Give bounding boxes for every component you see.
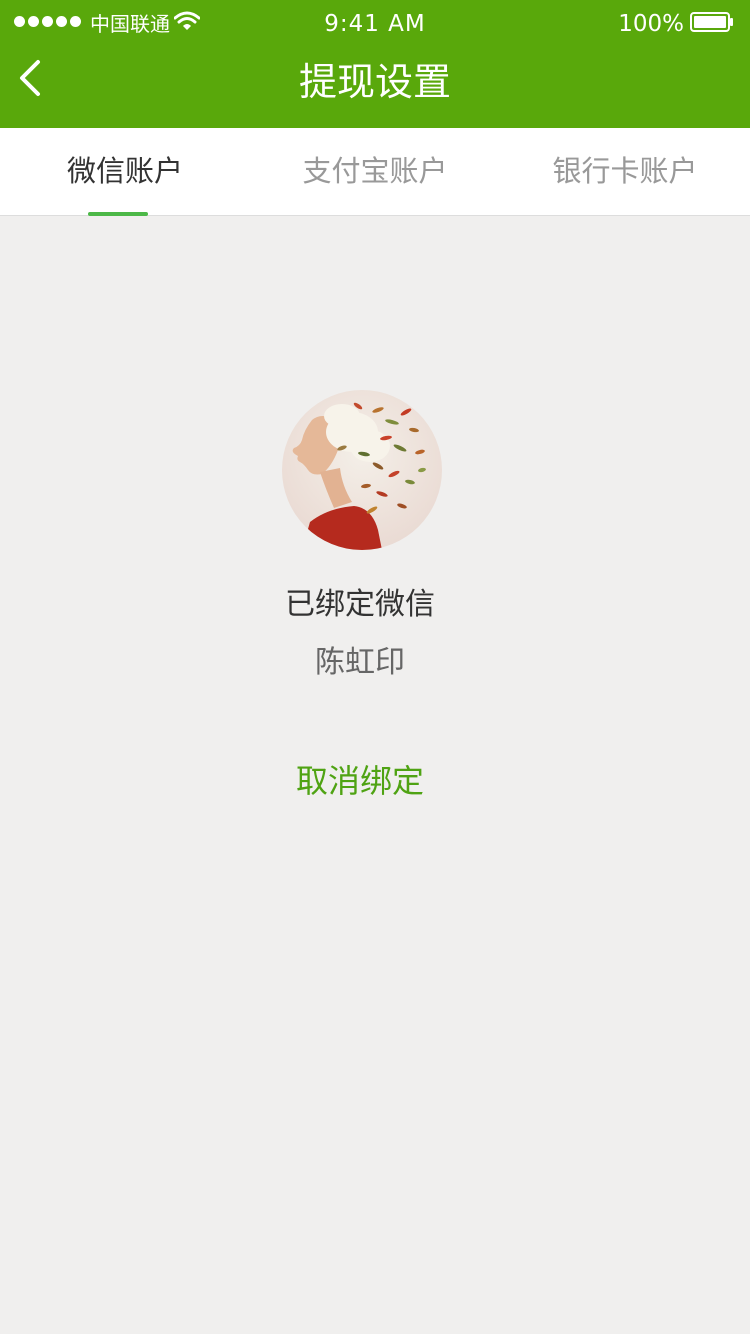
wifi-icon	[174, 11, 200, 30]
tab-label: 微信账户	[66, 154, 183, 188]
avatar	[282, 390, 442, 550]
back-button[interactable]	[10, 56, 54, 104]
signal-dots-icon	[14, 16, 81, 27]
tab-label: 银行卡账户	[552, 154, 698, 188]
account-tabs: 微信账户 支付宝账户 银行卡账户	[0, 128, 750, 216]
carrier-label: 中国联通	[90, 12, 170, 36]
tab-wechat-account[interactable]: 微信账户	[0, 128, 250, 216]
unbind-button[interactable]: 取消绑定	[295, 762, 424, 800]
battery-percentage: 100%	[618, 11, 684, 37]
account-name: 陈虹印	[315, 645, 405, 680]
status-time: 9:41 AM	[324, 11, 426, 37]
tab-label: 支付宝账户	[302, 154, 448, 188]
status-bar: 中国联通 9:41 AM 100%	[0, 0, 750, 44]
bound-status-text: 已绑定微信	[285, 587, 435, 622]
header: 中国联通 9:41 AM 100% 提现设置	[0, 0, 750, 128]
tab-alipay-account[interactable]: 支付宝账户	[250, 128, 500, 216]
nav-bar: 提现设置	[0, 44, 750, 128]
page-title: 提现设置	[298, 60, 451, 104]
active-tab-indicator	[88, 212, 148, 216]
battery-icon	[690, 12, 733, 32]
chevron-left-icon	[20, 60, 40, 96]
tab-bank-card-account[interactable]: 银行卡账户	[500, 128, 750, 216]
